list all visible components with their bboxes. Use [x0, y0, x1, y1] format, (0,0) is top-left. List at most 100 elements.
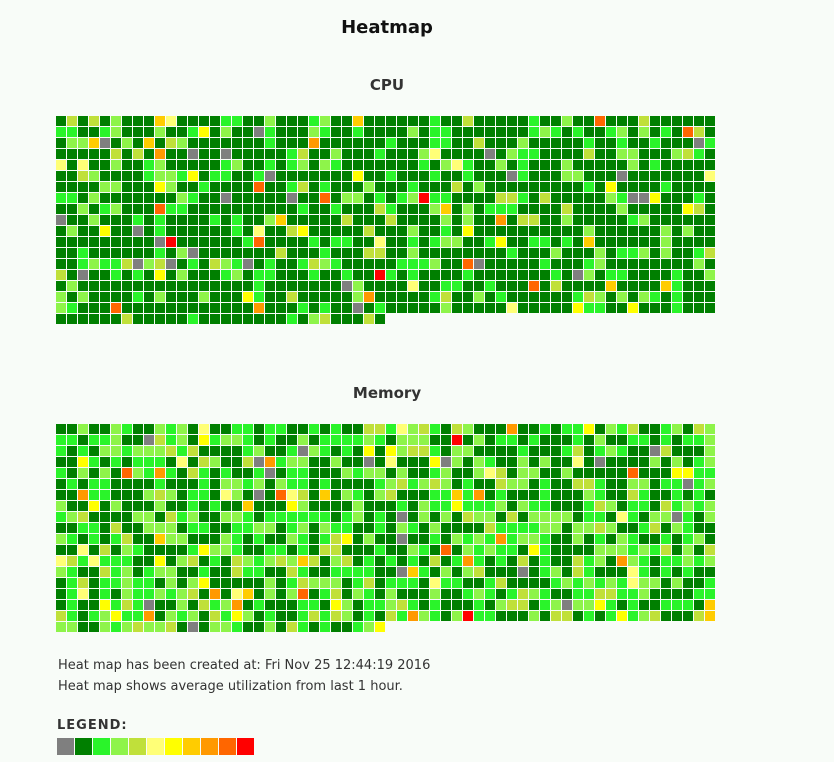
heatmap-cell[interactable] [276, 490, 286, 500]
heatmap-cell[interactable] [111, 545, 121, 555]
heatmap-cell[interactable] [177, 116, 187, 126]
heatmap-cell[interactable] [496, 270, 506, 280]
heatmap-cell[interactable] [386, 281, 396, 291]
heatmap-cell[interactable] [364, 226, 374, 236]
heatmap-cell[interactable] [56, 600, 66, 610]
heatmap-cell[interactable] [683, 479, 693, 489]
heatmap-cell[interactable] [210, 435, 220, 445]
heatmap-cell[interactable] [474, 556, 484, 566]
heatmap-cell[interactable] [617, 292, 627, 302]
heatmap-cell[interactable] [243, 127, 253, 137]
heatmap-cell[interactable] [353, 149, 363, 159]
heatmap-cell[interactable] [56, 424, 66, 434]
heatmap-cell[interactable] [617, 281, 627, 291]
heatmap-cell[interactable] [617, 149, 627, 159]
heatmap-cell[interactable] [56, 545, 66, 555]
heatmap-cell[interactable] [276, 600, 286, 610]
heatmap-cell[interactable] [639, 457, 649, 467]
heatmap-cell[interactable] [562, 435, 572, 445]
heatmap-cell[interactable] [309, 589, 319, 599]
heatmap-cell[interactable] [265, 182, 275, 192]
heatmap-cell[interactable] [67, 545, 77, 555]
heatmap-cell[interactable] [155, 479, 165, 489]
heatmap-cell[interactable] [584, 292, 594, 302]
heatmap-cell[interactable] [705, 600, 715, 610]
heatmap-cell[interactable] [265, 512, 275, 522]
heatmap-cell[interactable] [705, 292, 715, 302]
heatmap-cell[interactable] [331, 270, 341, 280]
heatmap-cell[interactable] [210, 501, 220, 511]
heatmap-cell[interactable] [430, 567, 440, 577]
heatmap-cell[interactable] [573, 468, 583, 478]
heatmap-cell[interactable] [606, 611, 616, 621]
heatmap-cell[interactable] [551, 567, 561, 577]
heatmap-cell[interactable] [298, 611, 308, 621]
heatmap-cell[interactable] [177, 292, 187, 302]
heatmap-cell[interactable] [89, 446, 99, 456]
heatmap-cell[interactable] [375, 226, 385, 236]
heatmap-cell[interactable] [254, 237, 264, 247]
heatmap-cell[interactable] [287, 600, 297, 610]
heatmap-cell[interactable] [342, 446, 352, 456]
heatmap-cell[interactable] [276, 116, 286, 126]
heatmap-cell[interactable] [342, 457, 352, 467]
heatmap-cell[interactable] [463, 545, 473, 555]
heatmap-cell[interactable] [628, 512, 638, 522]
heatmap-cell[interactable] [331, 435, 341, 445]
heatmap-cell[interactable] [496, 226, 506, 236]
heatmap-cell[interactable] [56, 270, 66, 280]
heatmap-cell[interactable] [254, 215, 264, 225]
heatmap-cell[interactable] [287, 303, 297, 313]
heatmap-cell[interactable] [386, 611, 396, 621]
heatmap-cell[interactable] [265, 303, 275, 313]
heatmap-cell[interactable] [298, 204, 308, 214]
heatmap-cell[interactable] [342, 292, 352, 302]
heatmap-cell[interactable] [100, 424, 110, 434]
heatmap-cell[interactable] [89, 556, 99, 566]
heatmap-cell[interactable] [155, 622, 165, 632]
heatmap-cell[interactable] [397, 435, 407, 445]
heatmap-cell[interactable] [111, 116, 121, 126]
heatmap-cell[interactable] [496, 215, 506, 225]
heatmap-cell[interactable] [672, 534, 682, 544]
heatmap-cell[interactable] [441, 248, 451, 258]
heatmap-cell[interactable] [485, 523, 495, 533]
heatmap-cell[interactable] [452, 215, 462, 225]
heatmap-cell[interactable] [67, 468, 77, 478]
heatmap-cell[interactable] [386, 270, 396, 280]
heatmap-cell[interactable] [100, 193, 110, 203]
heatmap-cell[interactable] [364, 215, 374, 225]
heatmap-cell[interactable] [496, 116, 506, 126]
heatmap-cell[interactable] [111, 259, 121, 269]
heatmap-cell[interactable] [56, 611, 66, 621]
heatmap-cell[interactable] [265, 589, 275, 599]
heatmap-cell[interactable] [320, 468, 330, 478]
heatmap-cell[interactable] [133, 611, 143, 621]
heatmap-cell[interactable] [100, 226, 110, 236]
heatmap-cell[interactable] [507, 215, 517, 225]
heatmap-cell[interactable] [375, 501, 385, 511]
heatmap-cell[interactable] [56, 534, 66, 544]
heatmap-cell[interactable] [254, 127, 264, 137]
heatmap-cell[interactable] [474, 600, 484, 610]
heatmap-cell[interactable] [364, 556, 374, 566]
heatmap-cell[interactable] [650, 457, 660, 467]
heatmap-cell[interactable] [419, 589, 429, 599]
heatmap-cell[interactable] [320, 171, 330, 181]
heatmap-cell[interactable] [342, 138, 352, 148]
heatmap-cell[interactable] [463, 446, 473, 456]
heatmap-cell[interactable] [672, 127, 682, 137]
heatmap-cell[interactable] [144, 501, 154, 511]
heatmap-cell[interactable] [606, 479, 616, 489]
heatmap-cell[interactable] [540, 160, 550, 170]
heatmap-cell[interactable] [353, 171, 363, 181]
heatmap-cell[interactable] [353, 523, 363, 533]
heatmap-cell[interactable] [232, 622, 242, 632]
heatmap-cell[interactable] [111, 567, 121, 577]
heatmap-cell[interactable] [672, 248, 682, 258]
heatmap-cell[interactable] [694, 545, 704, 555]
heatmap-cell[interactable] [188, 501, 198, 511]
heatmap-cell[interactable] [298, 600, 308, 610]
heatmap-cell[interactable] [496, 160, 506, 170]
heatmap-cell[interactable] [529, 127, 539, 137]
